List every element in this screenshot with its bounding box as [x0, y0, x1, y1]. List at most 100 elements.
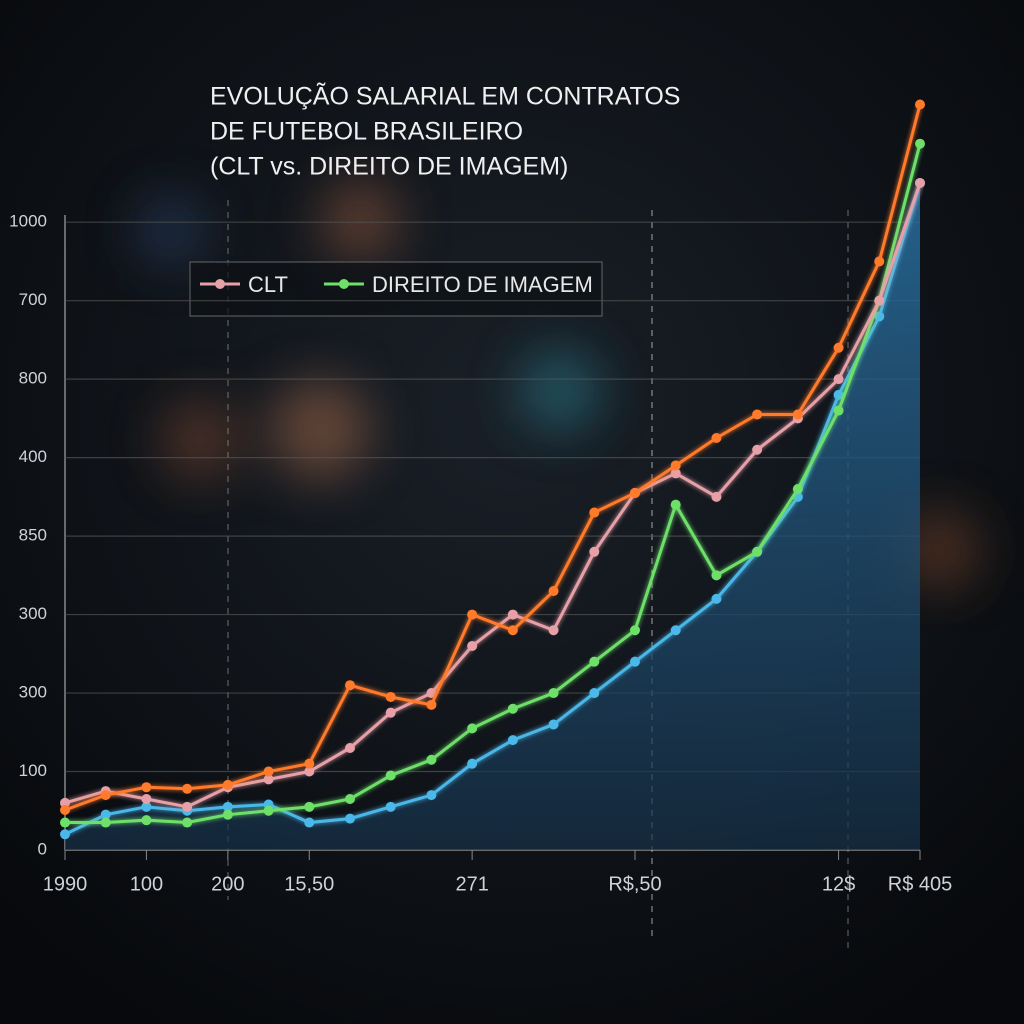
y-tick-label: 300: [19, 683, 47, 702]
point: [222, 779, 233, 790]
point: [548, 719, 559, 730]
y-tick-label: 800: [19, 369, 47, 388]
x-tick-label: R$,50: [608, 873, 661, 895]
point: [345, 793, 355, 804]
series-line: [64, 182, 922, 836]
point: [670, 468, 681, 479]
point: [304, 801, 315, 812]
x-tick-label: 12$: [822, 873, 855, 895]
point: [711, 433, 722, 443]
point: [141, 801, 152, 812]
point: [467, 758, 478, 769]
legend-label: DIREITO DE IMAGEM: [372, 272, 593, 297]
x-tick-label: 1990: [43, 873, 88, 895]
point: [222, 809, 233, 820]
point: [833, 405, 844, 416]
series-line: [64, 104, 922, 812]
point: [589, 546, 600, 557]
point: [182, 783, 193, 794]
point: [792, 409, 803, 420]
point: [263, 766, 274, 777]
point: [141, 793, 152, 804]
point: [467, 609, 478, 620]
point: [752, 409, 763, 420]
series-line: [64, 182, 922, 809]
y-tick-label: 400: [19, 447, 47, 466]
point: [467, 640, 478, 651]
point: [711, 491, 722, 502]
point: [182, 801, 193, 812]
point: [630, 487, 640, 498]
series-line: [65, 143, 922, 825]
point: [385, 801, 396, 812]
point: [833, 389, 844, 400]
point: [670, 499, 681, 510]
x-tick-label: R$ 405: [888, 873, 953, 895]
x-tick-label: 15,50: [284, 873, 334, 895]
point: [589, 507, 600, 518]
point: [874, 256, 885, 267]
point: [507, 735, 518, 746]
point: [548, 625, 559, 636]
point: [630, 625, 640, 636]
y-tick-label: 700: [19, 290, 47, 309]
point: [263, 805, 274, 816]
point: [711, 570, 722, 581]
point: [507, 625, 518, 636]
point: [100, 817, 111, 828]
point: [507, 609, 518, 620]
point: [874, 295, 885, 306]
point: [548, 586, 559, 597]
y-tick-label: 0: [38, 839, 47, 858]
point: [792, 484, 803, 495]
point: [670, 625, 681, 636]
point: [752, 444, 763, 455]
point: [304, 817, 315, 828]
point: [915, 138, 925, 149]
point: [711, 593, 722, 604]
point: [141, 815, 152, 826]
point: [915, 177, 925, 188]
point: [833, 342, 844, 353]
point: [263, 774, 274, 785]
point: [426, 754, 437, 765]
point: [60, 817, 70, 828]
point: [507, 703, 518, 714]
point: [426, 790, 437, 801]
point: [426, 699, 437, 710]
y-tick-label: 100: [19, 761, 47, 780]
point: [100, 790, 111, 801]
point: [385, 770, 396, 781]
point: [467, 723, 478, 734]
y-tick-label: 850: [19, 526, 47, 545]
point: [345, 680, 355, 691]
point: [60, 797, 70, 808]
area: [65, 182, 920, 850]
y-tick-label: 1000: [9, 212, 47, 231]
point: [915, 99, 925, 110]
legend-marker: [215, 279, 225, 289]
chart-title: EVOLUÇÃO SALARIAL EM CONTRATOS: [210, 82, 680, 111]
point: [630, 656, 640, 667]
point: [141, 782, 152, 793]
point: [345, 813, 355, 824]
point: [100, 809, 111, 820]
point: [60, 804, 70, 815]
point: [426, 688, 437, 699]
point: [345, 742, 355, 753]
point: [589, 688, 600, 699]
point: [752, 546, 763, 557]
x-tick-label: 100: [130, 873, 163, 895]
chart-title: DE FUTEBOL BRASILEIRO: [210, 118, 523, 146]
point: [589, 656, 600, 667]
point: [385, 707, 396, 718]
point: [60, 829, 70, 840]
point: [304, 766, 315, 777]
point: [670, 460, 681, 471]
y-tick-label: 300: [19, 604, 47, 623]
point: [874, 311, 885, 322]
point: [304, 758, 315, 769]
point: [385, 691, 396, 702]
